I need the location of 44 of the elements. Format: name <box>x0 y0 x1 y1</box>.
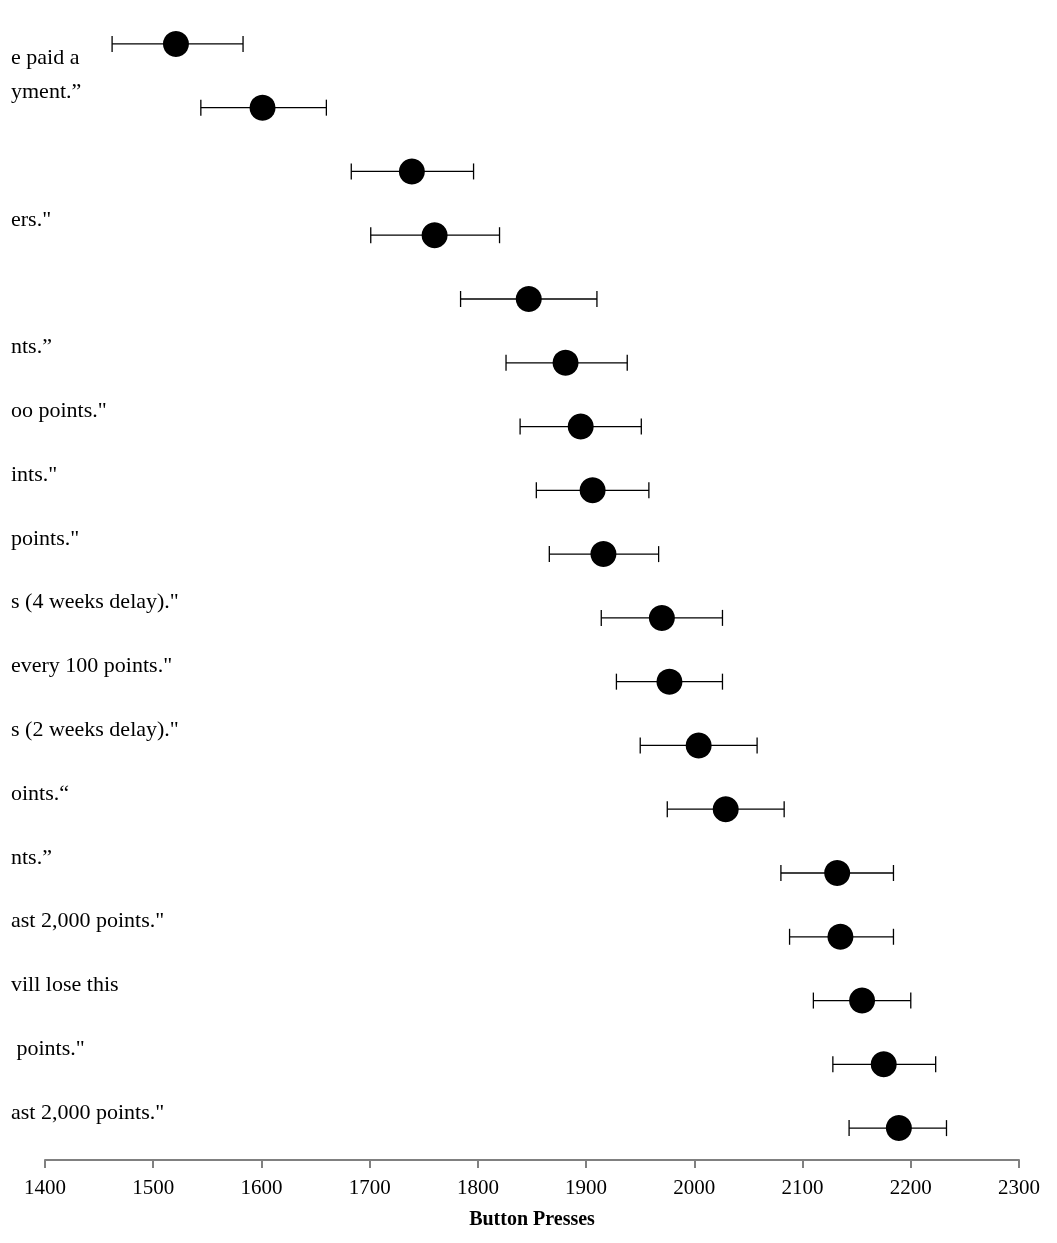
x-tick-label: 1400 <box>24 1174 66 1199</box>
y-tick-label: e paid a yment.” <box>11 44 82 104</box>
point <box>567 413 594 440</box>
x-tick-label: 1900 <box>565 1174 608 1199</box>
point <box>249 94 276 121</box>
x-tick-label: 2100 <box>781 1174 824 1199</box>
point <box>656 668 683 695</box>
point <box>885 1115 912 1142</box>
x-tick-label: 1800 <box>456 1174 499 1199</box>
point <box>579 477 606 504</box>
point <box>712 796 739 823</box>
point <box>827 923 854 950</box>
y-tick-label: ers." <box>11 205 52 231</box>
point <box>398 158 425 185</box>
y-tick-label: oo points." <box>11 397 107 423</box>
y-tick-label: s (4 weeks delay)." <box>11 588 179 614</box>
point <box>870 1051 897 1078</box>
y-tick-label: points." <box>11 524 80 550</box>
point <box>590 541 617 568</box>
y-tick-label: oints.“ <box>11 779 70 805</box>
y-tick-label: ast 2,000 points." <box>11 1098 165 1124</box>
point <box>421 222 448 249</box>
x-tick-label: 2200 <box>889 1174 932 1199</box>
x-tick-label: 1700 <box>348 1174 391 1199</box>
y-tick-label: nts.” <box>11 843 52 869</box>
y-tick-label: vill lose this <box>11 971 119 997</box>
y-tick-label: ints." <box>11 460 58 486</box>
x-tick-label: 1500 <box>132 1174 175 1199</box>
point <box>552 349 579 376</box>
point <box>824 860 851 886</box>
y-tick-label: every 100 points." <box>11 652 173 678</box>
point <box>162 30 189 57</box>
y-tick-label: ast 2,000 points." <box>11 907 165 933</box>
point <box>685 732 712 759</box>
y-tick-label: s (2 weeks delay)." <box>11 715 179 741</box>
x-tick-label: 1600 <box>240 1174 283 1199</box>
y-tick-label: points." <box>11 1034 85 1060</box>
point <box>515 286 542 312</box>
point <box>849 987 876 1014</box>
point <box>648 604 675 631</box>
x-axis-title: Button Presses <box>469 1207 596 1229</box>
x-tick-label: 2300 <box>998 1174 1040 1199</box>
x-tick-label: 2000 <box>673 1174 716 1199</box>
y-tick-label: nts.” <box>11 333 52 359</box>
